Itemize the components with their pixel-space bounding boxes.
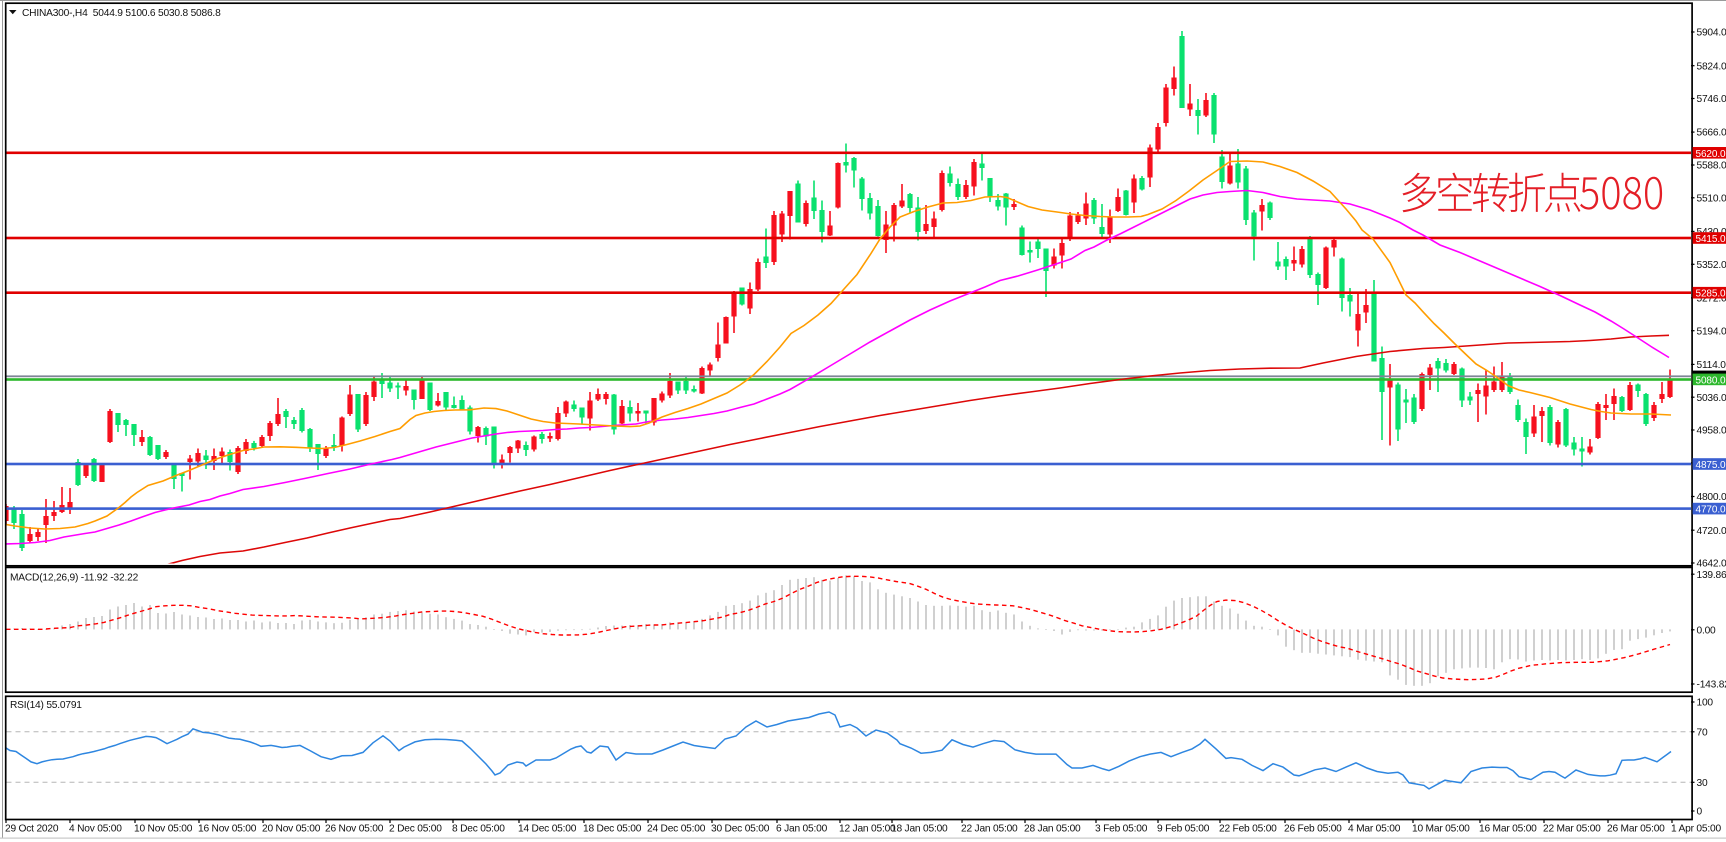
svg-text:22 Mar 05:00: 22 Mar 05:00 — [1543, 824, 1601, 835]
svg-text:22 Jan 05:00: 22 Jan 05:00 — [961, 824, 1018, 835]
svg-text:4770.0: 4770.0 — [1696, 505, 1726, 516]
svg-text:24 Dec 05:00: 24 Dec 05:00 — [647, 824, 706, 835]
svg-text:4720.0: 4720.0 — [1697, 526, 1726, 537]
svg-text:5746.0: 5746.0 — [1697, 94, 1726, 105]
svg-text:18 Jan 05:00: 18 Jan 05:00 — [891, 824, 948, 835]
svg-text:5352.0: 5352.0 — [1697, 260, 1726, 271]
svg-text:100: 100 — [1697, 698, 1714, 709]
svg-text:0.00: 0.00 — [1697, 625, 1717, 636]
svg-text:5904.0: 5904.0 — [1697, 28, 1726, 39]
svg-text:RSI(14) 55.0791: RSI(14) 55.0791 — [10, 700, 82, 711]
svg-text:8 Dec 05:00: 8 Dec 05:00 — [452, 824, 505, 835]
svg-text:26 Nov 05:00: 26 Nov 05:00 — [325, 824, 384, 835]
svg-text:5588.0: 5588.0 — [1697, 161, 1726, 172]
svg-text:4 Mar 05:00: 4 Mar 05:00 — [1348, 824, 1401, 835]
svg-text:5272.0: 5272.0 — [1697, 294, 1726, 305]
svg-text:5415.0: 5415.0 — [1696, 234, 1726, 245]
svg-text:5620.0: 5620.0 — [1696, 149, 1726, 160]
svg-text:MACD(12,26,9) -11.92 -32.22: MACD(12,26,9) -11.92 -32.22 — [10, 573, 139, 584]
svg-text:5080.0: 5080.0 — [1696, 375, 1726, 386]
svg-text:5666.0: 5666.0 — [1697, 128, 1726, 139]
svg-text:4 Nov 05:00: 4 Nov 05:00 — [69, 824, 122, 835]
svg-text:5114.0: 5114.0 — [1697, 360, 1726, 371]
svg-text:0: 0 — [1697, 807, 1703, 818]
svg-text:5824.0: 5824.0 — [1697, 61, 1726, 72]
svg-text:29 Oct 2020: 29 Oct 2020 — [5, 824, 59, 835]
svg-text:5285.0: 5285.0 — [1696, 289, 1726, 300]
svg-text:4875.0: 4875.0 — [1696, 460, 1726, 471]
svg-text:4642.0: 4642.0 — [1697, 559, 1726, 570]
svg-text:4958.0: 4958.0 — [1697, 426, 1726, 437]
svg-text:28 Jan 05:00: 28 Jan 05:00 — [1024, 824, 1081, 835]
svg-text:5510.0: 5510.0 — [1697, 193, 1726, 204]
svg-text:4800.0: 4800.0 — [1697, 492, 1726, 503]
svg-text:139.86: 139.86 — [1697, 570, 1726, 581]
svg-text:9 Feb 05:00: 9 Feb 05:00 — [1157, 824, 1210, 835]
svg-text:5194.0: 5194.0 — [1697, 326, 1726, 337]
svg-text:26 Mar 05:00: 26 Mar 05:00 — [1607, 824, 1665, 835]
svg-text:14 Dec 05:00: 14 Dec 05:00 — [518, 824, 577, 835]
svg-text:20 Nov 05:00: 20 Nov 05:00 — [262, 824, 321, 835]
svg-text:22 Feb 05:00: 22 Feb 05:00 — [1219, 824, 1277, 835]
svg-text:16 Nov 05:00: 16 Nov 05:00 — [198, 824, 257, 835]
svg-text:12 Jan 05:00: 12 Jan 05:00 — [839, 824, 896, 835]
svg-text:70: 70 — [1697, 727, 1708, 738]
svg-text:18 Dec 05:00: 18 Dec 05:00 — [583, 824, 642, 835]
svg-text:10 Nov 05:00: 10 Nov 05:00 — [134, 824, 193, 835]
svg-text:-143.82: -143.82 — [1697, 680, 1726, 691]
svg-text:30 Dec 05:00: 30 Dec 05:00 — [711, 824, 770, 835]
svg-text:CHINA300-,H4 5044.9 5100.6 50: CHINA300-,H4 5044.9 5100.6 5030.8 5086.8 — [22, 8, 221, 19]
svg-text:26 Feb 05:00: 26 Feb 05:00 — [1284, 824, 1342, 835]
svg-text:5036.0: 5036.0 — [1697, 393, 1726, 404]
svg-text:6 Jan 05:00: 6 Jan 05:00 — [776, 824, 828, 835]
svg-text:2 Dec 05:00: 2 Dec 05:00 — [389, 824, 442, 835]
svg-text:10 Mar 05:00: 10 Mar 05:00 — [1412, 824, 1470, 835]
svg-text:30: 30 — [1697, 778, 1708, 789]
svg-text:1 Apr 05:00: 1 Apr 05:00 — [1671, 824, 1721, 835]
svg-text:3 Feb 05:00: 3 Feb 05:00 — [1095, 824, 1148, 835]
svg-text:16 Mar 05:00: 16 Mar 05:00 — [1479, 824, 1537, 835]
